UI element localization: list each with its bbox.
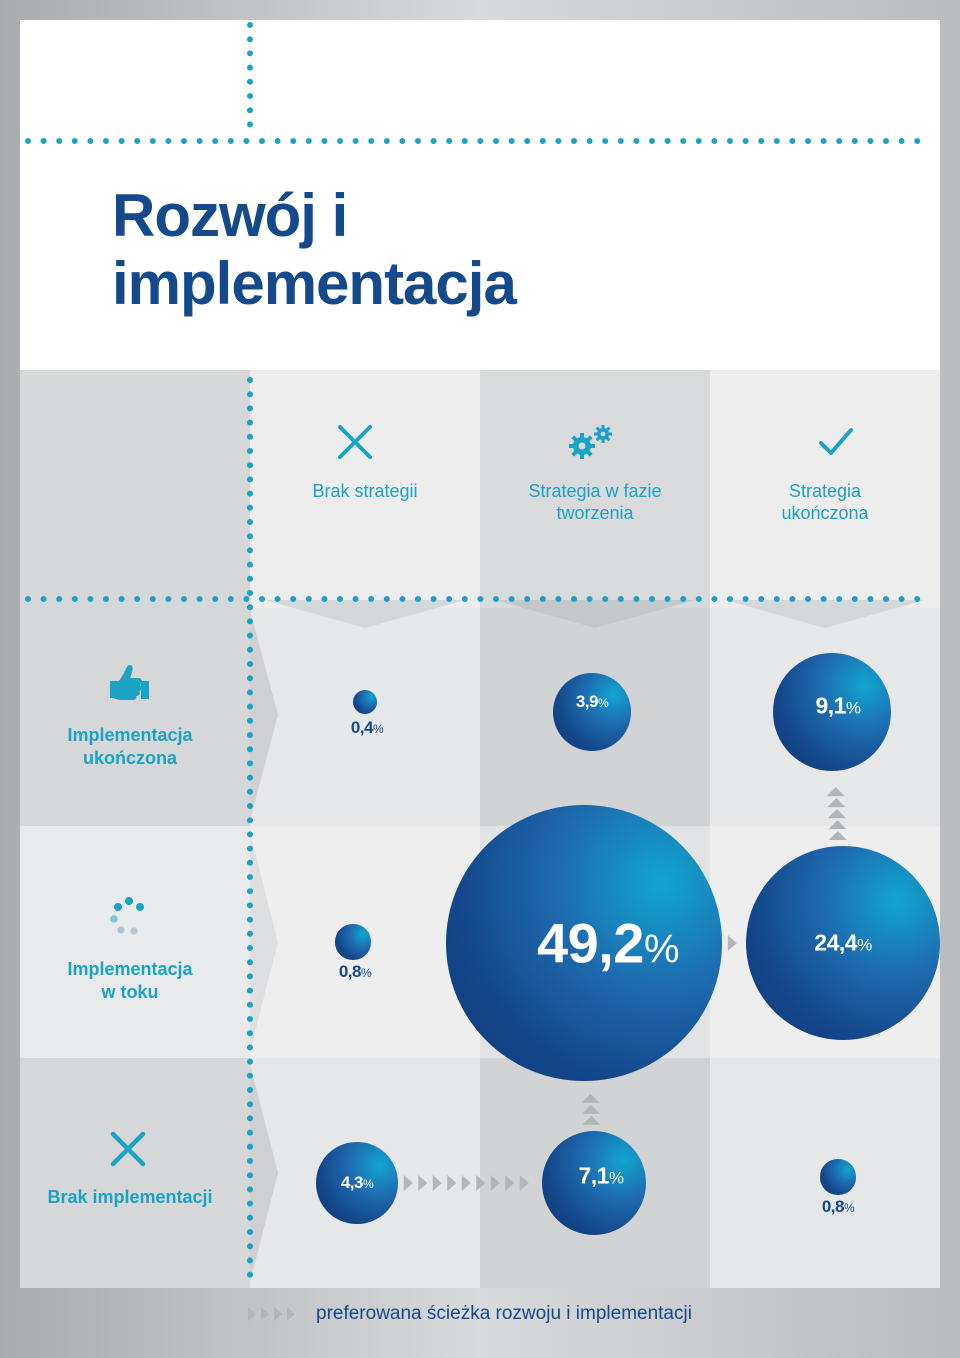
path-arrow-head [827, 798, 846, 808]
thumbs-up-icon [110, 665, 149, 700]
value-number: 4,3 [340, 1173, 364, 1192]
value-unit: % [857, 935, 872, 955]
path-arrow-head [727, 935, 737, 951]
bubble [316, 1142, 398, 1224]
value-number: 7,1 [578, 1162, 609, 1189]
bubble-value-label: 0,8% [338, 962, 372, 982]
value-number: 0,8 [338, 962, 362, 981]
value-number: 0,8 [821, 1197, 845, 1216]
path-arrow-head [826, 787, 845, 797]
chevron-decorations [250, 600, 925, 1282]
bubble [745, 845, 940, 1041]
value-number: 3,9 [575, 692, 599, 711]
bubble [820, 1159, 856, 1195]
path-arrow-head [581, 1093, 600, 1103]
legend-arrows-icon [248, 1307, 295, 1321]
column-header-brak-strategii: Brak strategii [312, 481, 418, 501]
row-label-implementacja-ukonczona: Implementacja ukończona [67, 725, 193, 768]
gears-icon [569, 425, 612, 459]
page-title: Rozwój i implementacja [112, 182, 517, 317]
header-col2-bg [480, 370, 710, 608]
path-arrow-head [432, 1175, 442, 1191]
bubble-value-label: 49,2% [536, 911, 680, 976]
path-arrow-head [581, 1104, 600, 1114]
path-arrow-head [828, 820, 847, 830]
value-unit: % [843, 1201, 855, 1215]
bubble [553, 673, 631, 751]
value-unit: % [845, 698, 861, 718]
row-label-bg-2 [20, 826, 250, 1058]
value-unit: % [643, 927, 680, 972]
path-arrow-head [828, 831, 847, 841]
path-arrow-head [447, 1175, 457, 1191]
bubble [541, 1130, 647, 1236]
infographic-frame: Rozwój i implementacja Brak strategii St… [20, 20, 940, 1288]
bubble-value-label: 7,1% [578, 1162, 624, 1190]
value-unit: % [597, 696, 609, 710]
bubble-value-label: 3,9% [575, 692, 609, 712]
bubble [446, 805, 722, 1081]
row-label-bg-1 [20, 608, 250, 826]
column-header-strategia-w-fazie: Strategia w fazie tworzenia [528, 481, 662, 523]
legend: preferowana ścieżka rozwoju i implementa… [246, 1302, 692, 1326]
dotted-grid-lines [25, 22, 935, 1285]
preferred-path-arrows [403, 787, 847, 1191]
path-arrow-head [582, 1115, 601, 1125]
value-unit: % [608, 1168, 624, 1188]
bubble-value-label: 0,4% [350, 718, 384, 738]
bubble-value-label: 9,1% [815, 692, 861, 720]
value-number: 0,4 [350, 718, 374, 737]
header-corner-bg [20, 370, 250, 608]
bubble-layer: 0,4% 3,9% 9,1% 0,8% 49,2% 24,4% 4,3% 7,1% 0,8% [20, 20, 940, 1288]
value-number: 49,2 [536, 911, 645, 975]
bubble-value-label: 24,4% [814, 929, 872, 957]
path-arrow-head [827, 809, 846, 819]
value-unit: % [360, 966, 372, 980]
bubble-value-label: 4,3% [340, 1173, 374, 1193]
x-icon [338, 425, 372, 459]
bubble [335, 924, 371, 960]
path-arrow-head [505, 1175, 515, 1191]
row-label-implementacja-w-toku: Implementacja w toku [67, 959, 193, 1002]
path-arrow-head [461, 1175, 471, 1191]
value-number: 9,1 [815, 692, 846, 719]
checkmark-icon [819, 428, 853, 455]
row-label-bg-3 [20, 1058, 250, 1288]
path-arrow-head [519, 1175, 529, 1191]
path-arrow-head [403, 1175, 413, 1191]
path-arrow-head [476, 1175, 486, 1191]
bubble-value-label: 0,8% [821, 1197, 855, 1217]
value-number: 24,4 [814, 929, 858, 956]
loading-dots-icon [110, 897, 144, 935]
bubble [772, 652, 892, 772]
path-arrow-head [418, 1175, 428, 1191]
value-unit: % [372, 722, 384, 736]
row-label-brak-implementacji: Brak implementacji [47, 1187, 213, 1207]
path-arrow-head [490, 1175, 500, 1191]
bubble [352, 689, 378, 715]
legend-label: preferowana ścieżka rozwoju i implementa… [316, 1303, 692, 1324]
column-header-strategia-ukonczona: Strategia ukończona [781, 481, 869, 523]
value-unit: % [362, 1177, 374, 1191]
x-icon [110, 1131, 146, 1167]
